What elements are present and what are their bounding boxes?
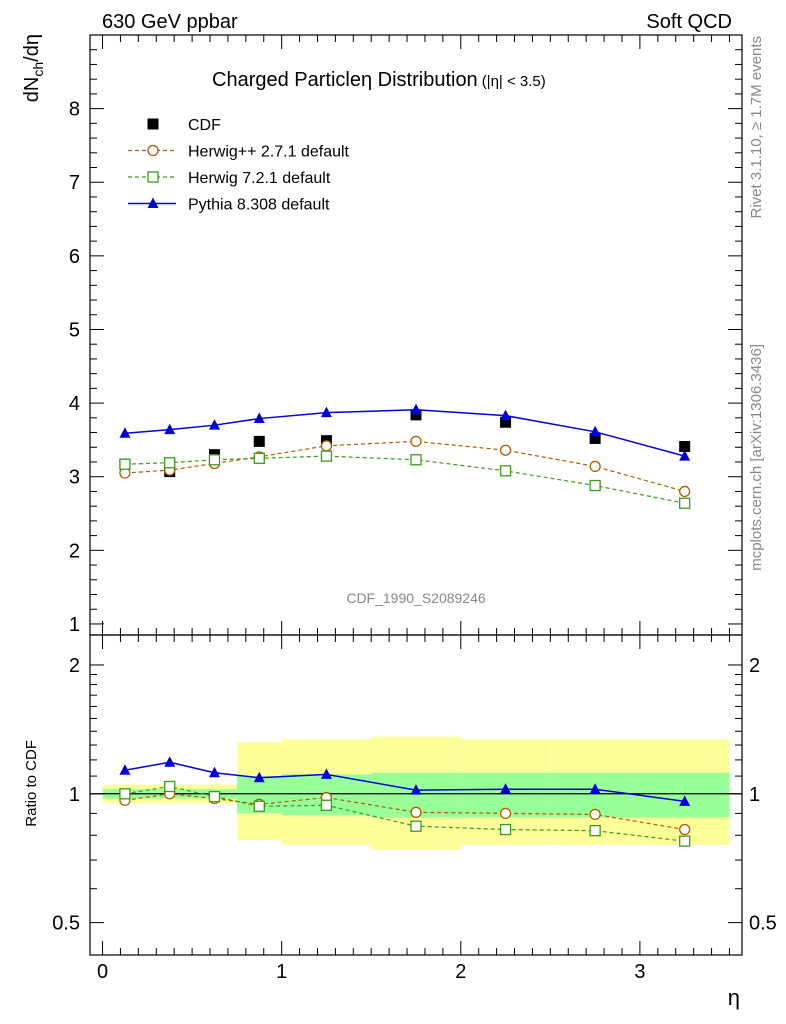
ratio-point-herwig7: [589, 825, 601, 837]
data-point-herwig7: [679, 497, 691, 509]
y-axis-label-ratio: Ratio to CDF: [23, 740, 40, 827]
ratio-point-herwigpp: [499, 807, 512, 820]
ratio-point-herwig7: [208, 790, 221, 803]
y-tick-label-ratio-right: 2: [749, 655, 760, 677]
ratio-point-herwig7: [164, 780, 176, 793]
data-point-cdf: [500, 416, 512, 428]
data-point-pythia: [679, 450, 691, 461]
data-point-herwigpp: [499, 444, 512, 456]
data-point-pythia: [410, 403, 422, 415]
legend-marker-pythia: [147, 197, 159, 208]
side-label-mcplots: mcplots.cern.ch [arXiv:1306.3436]: [748, 344, 765, 571]
legend-label-herwigpp: Herwig++ 2.7.1 default: [188, 144, 350, 161]
ratio-point-herwig7: [119, 788, 131, 800]
data-point-herwigpp: [410, 435, 422, 448]
y-tick-label-main: 3: [69, 467, 80, 489]
y-tick-label-main: 1: [69, 614, 80, 636]
data-point-herwig7: [164, 457, 176, 469]
ratio-point-pythia: [164, 756, 176, 767]
data-point-pythia: [320, 406, 332, 418]
data-point-herwigpp: [589, 460, 601, 473]
ratio-plot-frame: [89, 634, 743, 956]
data-point-cdf: [589, 432, 601, 444]
data-point-herwig7: [499, 465, 512, 477]
x-tick-label: 0: [97, 961, 108, 983]
legend-label-pythia: Pythia 8.308 default: [188, 197, 330, 214]
y-tick-label-main: 6: [69, 246, 80, 268]
x-tick-label: 2: [455, 961, 466, 983]
legend-label-herwig7: Herwig 7.2.1 default: [188, 170, 331, 187]
y-tick-label-ratio-right: 0.5: [749, 913, 777, 935]
data-point-pythia: [253, 412, 265, 424]
ratio-point-herwig7: [679, 835, 691, 847]
x-axis-label: η: [728, 985, 740, 1010]
legend: CDF Herwig++ 2.7.1 default Herwig 7.2.1 de…: [128, 117, 350, 214]
x-tick-label: 3: [634, 961, 645, 983]
data-point-cdf: [410, 409, 422, 421]
y-tick-label-main: 2: [69, 540, 80, 562]
y-tick-label-ratio: 0.5: [52, 913, 80, 935]
chart-title: Charged Particleη Distribution (|η| < 3.5…: [212, 69, 546, 91]
ratio-point-herwig7: [320, 799, 333, 811]
data-point-herwig7: [320, 450, 333, 462]
ratio-point-herwigpp: [589, 808, 601, 821]
y-tick-label-main: 7: [69, 172, 80, 194]
y-tick-label-main: 4: [69, 393, 80, 415]
data-point-herwig7: [119, 458, 131, 470]
data-point-pythia: [164, 423, 176, 435]
header-right: Soft QCD: [646, 11, 732, 33]
ratio-point-pythia: [208, 766, 220, 778]
ratio-point-herwigpp: [679, 823, 691, 836]
y-tick-label-main: 5: [69, 319, 80, 341]
data-point-pythia: [500, 409, 512, 421]
data-point-herwigpp: [679, 485, 691, 498]
ratio-point-herwig7: [499, 823, 512, 836]
y-axis-label-main: dNch/dη: [21, 34, 46, 102]
ratio-point-pythia: [500, 783, 512, 794]
ratio-line-herwigpp: [124, 793, 685, 831]
data-point-herwig7: [410, 454, 422, 466]
ratio-point-herwigpp: [410, 806, 422, 818]
uncertainty-band-inner: [639, 772, 730, 818]
y-tick-label-main: 8: [69, 99, 80, 121]
legend-marker-cdf: [147, 118, 159, 130]
ratio-point-pythia: [679, 795, 691, 806]
y-tick-label-ratio: 2: [69, 655, 80, 677]
x-tick-label: 1: [276, 961, 287, 983]
side-label-rivet: Rivet 3.1.10, ≥ 1.7M events: [748, 36, 765, 219]
analysis-id-watermark: CDF_1990_S2089246: [346, 590, 486, 606]
y-tick-label-ratio-right: 1: [749, 784, 760, 806]
data-point-herwig7: [208, 454, 221, 466]
legend-label-cdf: CDF: [188, 117, 221, 134]
ratio-point-pythia: [119, 764, 131, 775]
legend-marker-herwigpp: [147, 144, 159, 157]
legend-marker-herwig7: [147, 171, 159, 183]
data-point-herwigpp: [320, 440, 333, 452]
y-tick-label-ratio: 1: [69, 784, 80, 806]
series-line-herwig7: [124, 455, 685, 504]
series-line-pythia: [124, 408, 685, 457]
header-left: 630 GeV ppbar: [102, 11, 238, 33]
data-point-pythia: [208, 419, 220, 430]
data-point-herwig7: [589, 479, 601, 492]
data-point-pythia: [589, 425, 601, 437]
data-point-herwig7: [253, 452, 265, 464]
data-point-pythia: [119, 427, 131, 438]
data-point-cdf: [253, 435, 265, 447]
ratio-point-pythia: [320, 768, 332, 779]
ratio-point-pythia: [589, 783, 601, 794]
ratio-point-pythia: [253, 771, 265, 783]
ratio-point-herwig7: [410, 820, 422, 832]
ratio-point-pythia: [410, 784, 422, 795]
ratio-point-herwig7: [253, 800, 265, 812]
data-point-cdf: [679, 441, 691, 453]
